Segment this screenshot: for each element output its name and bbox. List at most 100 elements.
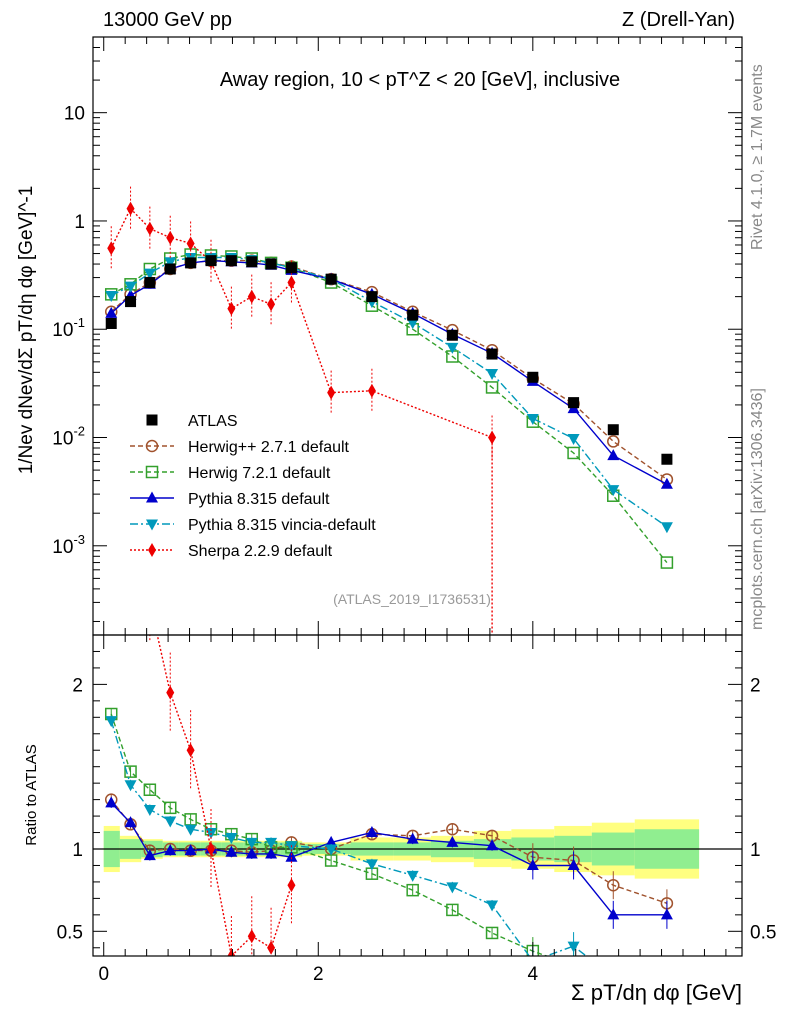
data-point	[526, 413, 539, 425]
data-point	[488, 430, 497, 445]
legend-entry-pythia-8-315-default: Pythia 8.315 default	[130, 491, 330, 508]
y-tick-label-right: 1	[750, 840, 761, 861]
main-panel: 10-3 10-2 10-1 1 10	[52, 36, 743, 636]
data-point	[245, 837, 258, 849]
legend-marker	[146, 519, 158, 531]
data-point	[366, 291, 378, 303]
data-point	[660, 556, 674, 569]
data-point	[166, 230, 175, 245]
series-line	[110, 207, 493, 635]
data-point	[267, 297, 276, 312]
data-point	[660, 522, 673, 534]
data-point	[486, 839, 499, 851]
main-plot-area	[104, 186, 674, 635]
data-point	[406, 832, 419, 844]
data-point	[184, 844, 197, 856]
data-point	[164, 257, 177, 269]
legend-marker	[146, 491, 158, 503]
legend-label: ATLAS	[188, 413, 238, 430]
data-point	[660, 477, 673, 489]
data-point	[105, 317, 117, 329]
legend-label: Herwig 7.2.1 default	[188, 465, 331, 482]
data-point	[164, 844, 177, 856]
main-title: Away region, 10 < pT^Z < 20 [GeV], inclu…	[220, 69, 620, 91]
data-point	[446, 882, 459, 894]
data-point	[105, 306, 118, 318]
data-point	[267, 940, 276, 955]
data-point	[567, 941, 580, 953]
header-left: 13000 GeV pp	[103, 9, 232, 31]
y-tick-label-right: 2	[750, 675, 761, 696]
data-point	[184, 824, 197, 836]
data-point	[143, 804, 156, 816]
data-point	[145, 221, 154, 236]
legend-marker	[145, 439, 159, 453]
data-point	[485, 381, 499, 394]
y-tick-label: 10-2	[52, 424, 85, 450]
data-point	[265, 837, 278, 849]
data-point	[325, 844, 338, 856]
data-point	[265, 847, 278, 859]
series-line	[156, 635, 293, 956]
data-point	[245, 847, 258, 859]
data-point	[486, 369, 499, 381]
rivet-version-label: Rivet 4.1.0, ≥ 1.7M events	[749, 64, 766, 250]
data-point	[526, 858, 539, 870]
data-point	[205, 255, 217, 267]
data-point	[164, 263, 176, 275]
data-point	[146, 595, 154, 609]
data-point	[607, 435, 620, 448]
data-point	[567, 858, 580, 870]
x-tick-label: 0	[98, 964, 109, 985]
legend-label: Pythia 8.315 vincia-default	[188, 517, 376, 534]
main-series-atlas	[105, 255, 673, 465]
legend-entry-sherpa-2-2-9-default: Sherpa 2.2.9 default	[130, 543, 333, 560]
data-point	[105, 290, 118, 302]
watermark-label: (ATLAS_2019_I1736531)	[333, 591, 491, 607]
x-tick-label: 4	[528, 964, 539, 985]
data-point	[265, 258, 277, 270]
data-point	[166, 685, 175, 700]
data-point	[568, 960, 579, 971]
data-point	[607, 485, 620, 497]
data-point	[227, 949, 236, 956]
data-point	[446, 903, 459, 917]
data-point	[567, 446, 580, 460]
y-tick-label: 1	[74, 212, 85, 233]
data-point	[247, 929, 256, 944]
data-point	[607, 878, 620, 892]
data-point	[186, 743, 195, 758]
data-point	[124, 780, 137, 792]
main-series-sherpa-2-2-9-default	[107, 186, 497, 635]
data-point	[607, 424, 619, 436]
data-point	[660, 908, 673, 920]
data-point	[207, 842, 215, 856]
legend-marker	[146, 414, 158, 426]
data-point	[227, 301, 236, 316]
data-point	[144, 277, 156, 289]
data-point	[365, 859, 378, 871]
data-point	[287, 275, 296, 290]
legend-entry-herwig-7-2-1-default: Herwig 7.2.1 default	[130, 465, 331, 482]
legend-entry-atlas: ATLAS	[146, 413, 238, 430]
main-y-axis-label: 1/Nev dNev/dΣ pT/dη dφ [GeV]^-1	[16, 186, 37, 475]
y-tick-label: 0.5	[57, 922, 83, 943]
legend-marker	[148, 543, 156, 557]
x-tick-label: 2	[313, 964, 324, 985]
data-point	[527, 371, 539, 383]
data-point	[287, 878, 296, 893]
data-point	[124, 281, 137, 293]
data-point	[124, 816, 137, 828]
data-point	[285, 262, 297, 274]
data-point	[486, 900, 499, 912]
data-point	[406, 870, 419, 882]
mcplots-label: mcplots.cern.ch [arXiv:1306.3436]	[749, 388, 766, 630]
data-point	[225, 832, 238, 844]
data-point	[446, 835, 459, 847]
data-point	[225, 255, 237, 267]
data-point	[485, 926, 499, 940]
data-point	[446, 342, 459, 354]
main-y-ticks: 10-3 10-2 10-1 1 10	[52, 36, 742, 622]
data-point	[365, 826, 378, 838]
ratio-series-sherpa-2-2-9-default	[146, 595, 296, 956]
